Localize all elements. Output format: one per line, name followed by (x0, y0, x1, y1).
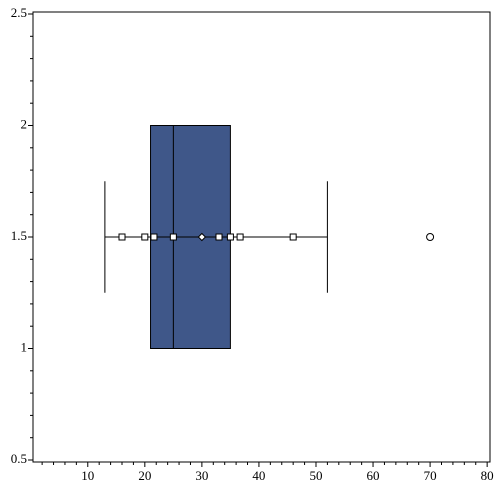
data-point (215, 233, 223, 241)
mean-marker (197, 232, 207, 242)
y-tick-label: 1 (21, 339, 28, 354)
data-point (289, 233, 297, 241)
data-point (150, 233, 158, 241)
data-point (169, 233, 177, 241)
y-tick-label: 2.5 (11, 5, 27, 20)
y-tick-label: 2 (21, 116, 28, 131)
x-tick-label: 60 (367, 468, 380, 483)
y-tick-label: 1.5 (11, 228, 27, 243)
x-tick-label: 70 (424, 468, 437, 483)
data-point (141, 233, 149, 241)
data-point (118, 233, 126, 241)
x-tick-label: 50 (309, 468, 322, 483)
x-tick-label: 80 (481, 468, 494, 483)
x-tick-label: 10 (81, 468, 94, 483)
y-tick-label: 0.5 (11, 451, 27, 466)
outlier (426, 233, 435, 241)
data-point (226, 233, 234, 241)
data-point (236, 233, 244, 241)
x-tick-label: 30 (195, 468, 208, 483)
x-tick-label: 40 (252, 468, 265, 483)
x-tick-label: 20 (138, 468, 151, 483)
